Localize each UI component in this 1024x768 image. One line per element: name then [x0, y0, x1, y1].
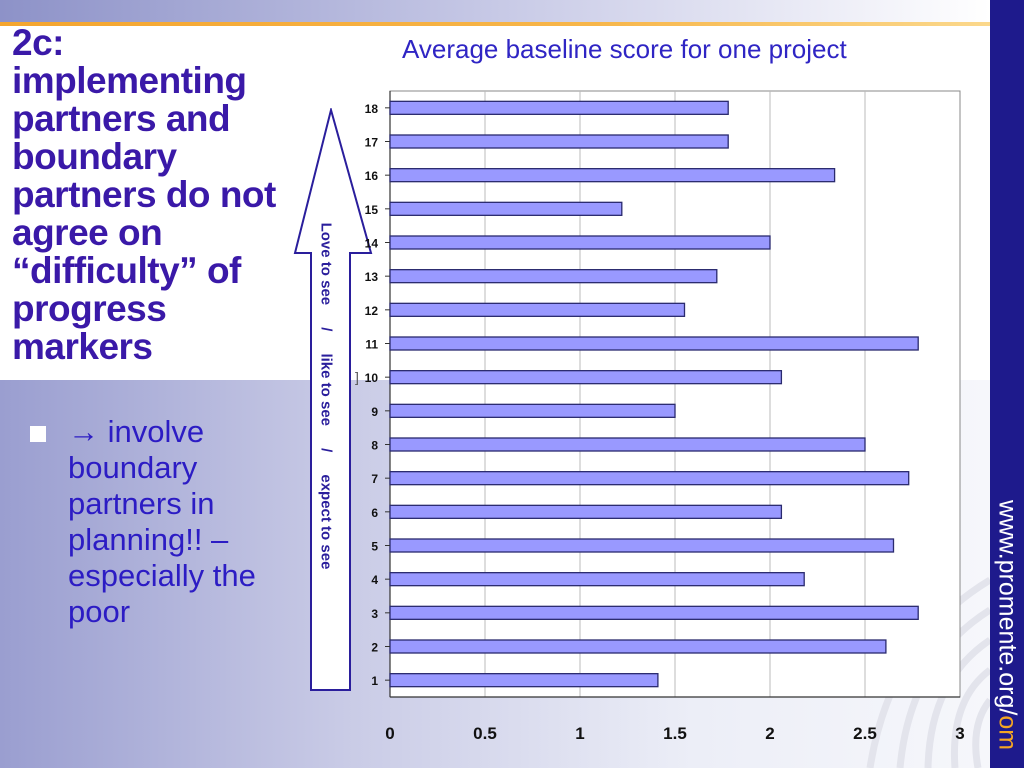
bar — [389, 302, 686, 317]
arrow-label-love: Love to see — [317, 222, 335, 306]
bar — [389, 100, 729, 115]
bullet-text: → involve boundary partners in planning!… — [68, 414, 256, 629]
bar — [389, 235, 771, 250]
arrow-separator-2: / — [317, 448, 335, 453]
bar — [389, 134, 729, 149]
arrow-separator-1: / — [317, 327, 335, 332]
up-arrow-icon — [293, 108, 373, 691]
site-url[interactable]: www.promente.org/om — [993, 499, 1022, 751]
bar — [389, 336, 919, 351]
decorative-arcs — [866, 576, 990, 768]
chart-title: Average baseline score for one project — [402, 34, 847, 64]
arrow-label-expect: expect to see — [317, 474, 335, 570]
arrow-label-like: like to see — [317, 353, 335, 427]
bar — [389, 168, 836, 183]
bar — [389, 269, 718, 284]
top-gradient-band — [0, 0, 990, 22]
right-brand-band — [990, 0, 1024, 768]
top-orange-rule — [0, 22, 990, 26]
bar — [389, 201, 623, 216]
bracket-mark: ] — [355, 369, 359, 385]
bullet-item: → involve boundary partners in planning!… — [30, 414, 280, 630]
slide-title: 2c: implementing partners and boundary p… — [12, 22, 276, 367]
arrow-label: Love to see / like to see / expect to se… — [318, 223, 335, 570]
bullet-square-icon — [30, 426, 46, 442]
